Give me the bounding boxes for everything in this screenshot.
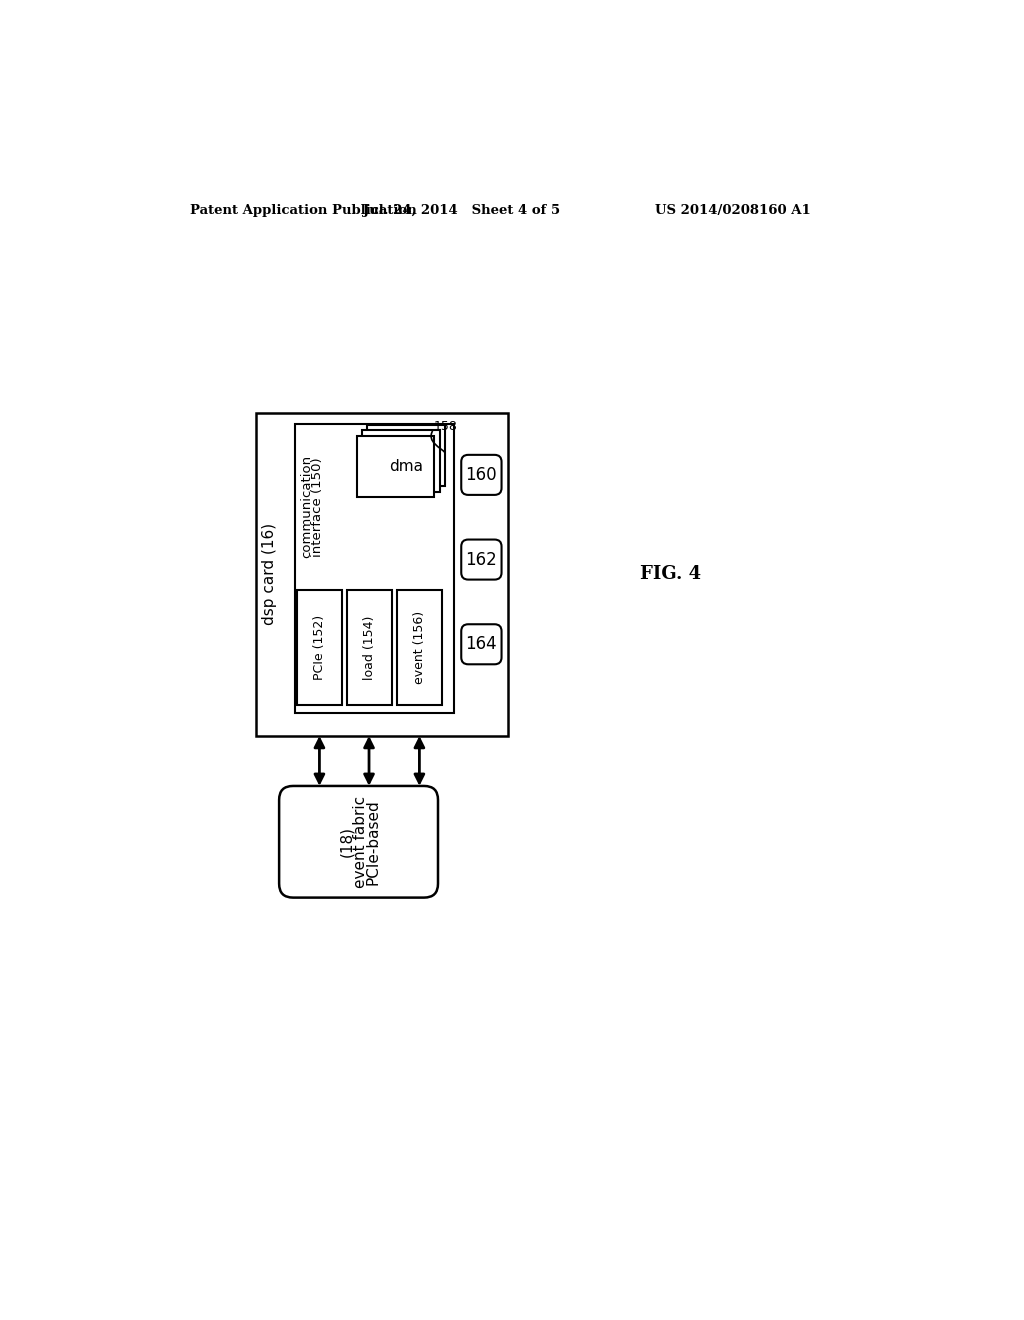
Text: event (156): event (156)	[413, 611, 426, 684]
Text: US 2014/0208160 A1: US 2014/0208160 A1	[654, 205, 810, 218]
FancyBboxPatch shape	[256, 412, 508, 737]
FancyBboxPatch shape	[280, 785, 438, 898]
Text: dsp card (16): dsp card (16)	[262, 523, 278, 626]
Text: communication: communication	[300, 455, 313, 558]
FancyBboxPatch shape	[356, 436, 434, 498]
FancyBboxPatch shape	[461, 540, 502, 579]
Text: PCIe (152): PCIe (152)	[313, 615, 326, 680]
Text: FIG. 4: FIG. 4	[640, 565, 700, 583]
FancyArrowPatch shape	[415, 739, 424, 783]
FancyBboxPatch shape	[346, 590, 391, 705]
Text: dma: dma	[389, 459, 423, 474]
FancyBboxPatch shape	[362, 430, 439, 492]
Text: 164: 164	[466, 635, 498, 653]
Text: 158: 158	[434, 420, 458, 433]
Text: Jul. 24, 2014   Sheet 4 of 5: Jul. 24, 2014 Sheet 4 of 5	[362, 205, 560, 218]
Text: PCIe-based: PCIe-based	[365, 799, 380, 884]
FancyArrowPatch shape	[315, 739, 324, 783]
FancyBboxPatch shape	[297, 590, 342, 705]
Text: (18): (18)	[339, 826, 354, 857]
Text: Patent Application Publication: Patent Application Publication	[190, 205, 417, 218]
FancyBboxPatch shape	[461, 624, 502, 664]
Text: interface (150): interface (150)	[311, 457, 325, 557]
FancyBboxPatch shape	[397, 590, 442, 705]
Text: 160: 160	[466, 466, 498, 484]
Text: load (154): load (154)	[362, 615, 376, 680]
FancyBboxPatch shape	[368, 425, 445, 487]
FancyBboxPatch shape	[295, 424, 454, 713]
FancyArrowPatch shape	[365, 739, 374, 783]
Text: event fabric: event fabric	[352, 796, 368, 888]
Text: 162: 162	[466, 550, 498, 569]
FancyBboxPatch shape	[461, 455, 502, 495]
